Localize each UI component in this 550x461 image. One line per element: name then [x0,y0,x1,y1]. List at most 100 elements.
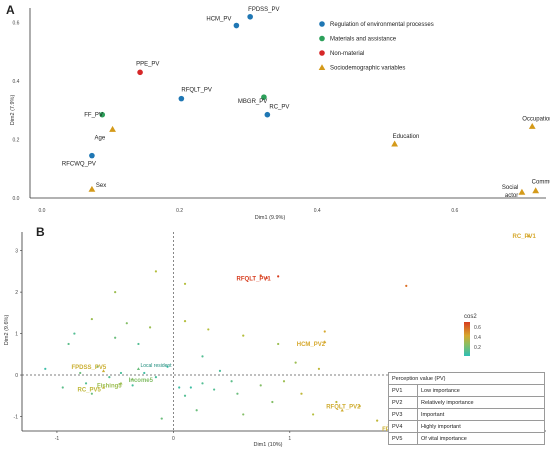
pv-table-header: Perception value (PV) [388,372,545,385]
panel-a-point-label: FF_PV [84,113,103,119]
panel-a-point-label: Community [532,180,550,186]
panel-b-x-axis-label: Dim1 (10%) [253,442,282,448]
panel-a-point [88,185,96,192]
pv-table-row: PV4 Highly important [388,420,545,433]
panel-b-labeled-point [101,369,106,373]
panel-a-point-label: PPE_PV [136,61,159,67]
panel-b-point [160,417,163,420]
panel-b-labeled-point [101,385,106,389]
panel-a-legend-marker [319,21,325,27]
colorbar-title: cos2 [464,314,477,320]
panel-a-point-label: MBGR_PV [238,99,267,105]
panel-b-x-tick-label: -1 [55,436,60,442]
panel-b-point [213,388,216,391]
pv-label: Relatively importance [417,396,545,409]
panel-a-point [233,22,240,29]
panel-b-point [358,405,361,408]
panel-a-point [528,122,536,129]
panel-a-point [391,140,399,147]
panel-b-point-label: HCM_PV2 [297,342,326,348]
panel-b-point [183,394,187,397]
pv-code: PV1 [388,384,418,397]
panel-b-point [201,382,204,385]
panel-b-point [230,380,233,383]
pv-table-row: PV5 Of vital importance [388,432,545,445]
panel-a-legend-label: Materials and assistance [330,37,397,43]
panel-a-x-tick-label: 0.4 [314,208,321,214]
colorbar-tick-label: 0.4 [474,335,481,341]
panel-b-labeled-point [526,234,531,238]
panel-b-labeled-point [131,377,135,381]
panel-b-point [154,376,158,379]
panel-b-point [114,291,117,294]
panel-a-point [247,13,253,20]
panel-a-y-tick-label: 0.6 [13,21,20,27]
panel-a-x-tick-label: 0.6 [451,208,458,214]
panel-b-point-label: RFQLT_PV2 [326,404,361,410]
panel-b-point [131,384,134,387]
panel-b-point-label: FPDSS_PV5 [72,365,107,371]
panel-a-point [109,125,116,132]
panel-b-point [90,317,93,321]
pv-code: PV4 [388,420,418,433]
panel-b-point-label: Fishing5 [97,383,122,389]
colorbar-tick-label: 0.2 [474,345,481,351]
panel-a-point-label: HCM_PV [206,17,231,23]
pv-label: Important [417,408,545,421]
pv-label: Of vital importance [417,432,545,445]
panel-a-point-label-line: Social [502,185,518,191]
pv-table-row: PV1 Low importance [388,384,545,397]
panel-b-y-tick-label: 0 [15,373,18,379]
panel-a-point-label: Education [393,134,420,140]
panel-b-y-tick-label: -1 [14,414,19,420]
panel-b-y-axis-label: Dim2 (9.6%) [4,315,10,346]
panel-a-point-label: Age [95,135,106,141]
panel-b-point [96,365,99,368]
panel-b-point [108,376,111,379]
panel-b-point [277,342,280,346]
panel-b-point [300,392,303,395]
panel-b-labeled-point [119,381,123,385]
panel-b-point [335,400,338,404]
pv-table-header-row: Perception value (PV) [388,372,545,385]
panel-a-x-tick-label: 0.0 [39,208,46,214]
panel-a-legend-label: Regulation of environmental processes [330,22,434,28]
panel-b-labeled-point [340,408,344,412]
panel-b-point [143,371,146,375]
pv-table-row: PV3 Important [388,408,545,421]
panel-b-point [376,419,379,422]
panel-b-point [73,332,76,335]
panel-a-point [89,152,95,159]
pv-code: PV5 [388,432,418,445]
panel-b-point [317,367,321,370]
panel-b-point [178,386,181,389]
panel-b-point-label: RC_PV1 [513,234,537,240]
panel-a-point [518,188,526,195]
panel-a-point [261,94,267,100]
panel-b-point [294,361,297,364]
panel-b-y-tick-label: 2 [15,290,18,296]
panel-b-point [148,326,152,329]
panel-a-x-axis-label: Dim1 (9.9%) [255,215,286,221]
panel-b-point [271,400,274,404]
panel-a-point [264,111,271,118]
panel-b-point [79,371,82,375]
panel-b-labeled-point [136,367,141,371]
panel-b-y-tick-label: 1 [15,332,18,338]
panel-b-point [44,367,47,370]
panel-a-point-label: FPDSS_PV [248,7,279,13]
panel-a-point-label: Social actor [502,185,518,199]
panel-b-point [114,336,117,339]
pv-code: PV2 [388,396,418,409]
panel-b-point [90,392,93,395]
panel-b-point [137,342,140,346]
panel-a-point-label: Occupation [522,116,550,122]
panel-b-point-label: RC_PV5 [78,387,102,393]
panel-a-letter: A [6,3,15,17]
pv-label: Low importance [417,384,545,397]
panel-a-x-tick-label: 0.2 [176,208,183,214]
colorbar [464,322,470,356]
panel-b-point-label: RFQLT_PV1 [237,277,272,283]
panel-a-legend-marker [319,50,325,56]
panel-a-legend-label: Sociodemographic variables [330,66,405,72]
